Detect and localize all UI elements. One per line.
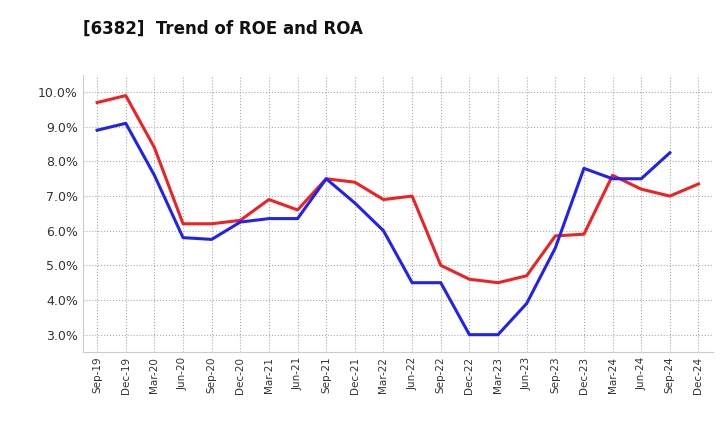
ROE — [436, 263, 445, 268]
ROA — [665, 150, 674, 155]
ROE — [494, 280, 503, 285]
Line: ROA: ROA — [97, 123, 670, 335]
ROE — [665, 194, 674, 199]
ROA — [179, 235, 187, 240]
ROA — [265, 216, 274, 221]
Text: [6382]  Trend of ROE and ROA: [6382] Trend of ROE and ROA — [83, 20, 363, 38]
ROE — [322, 176, 330, 181]
ROE — [293, 207, 302, 213]
ROE — [93, 100, 102, 105]
ROA — [608, 176, 617, 181]
ROA — [494, 332, 503, 337]
ROA — [293, 216, 302, 221]
ROA — [93, 128, 102, 133]
ROA — [150, 172, 158, 178]
ROE — [179, 221, 187, 227]
ROA — [436, 280, 445, 285]
ROA — [207, 237, 216, 242]
ROE — [580, 231, 588, 237]
ROA — [551, 246, 559, 251]
ROA — [236, 220, 245, 225]
ROA — [351, 200, 359, 205]
ROA — [408, 280, 416, 285]
ROE — [637, 187, 646, 192]
ROE — [551, 233, 559, 238]
ROA — [580, 166, 588, 171]
ROA — [322, 176, 330, 181]
ROE — [351, 180, 359, 185]
Line: ROE: ROE — [97, 95, 698, 282]
ROA — [637, 176, 646, 181]
ROA — [379, 228, 388, 233]
ROE — [207, 221, 216, 227]
ROE — [694, 181, 703, 187]
ROE — [522, 273, 531, 279]
ROE — [265, 197, 274, 202]
ROA — [122, 121, 130, 126]
ROE — [608, 172, 617, 178]
ROE — [465, 277, 474, 282]
ROE — [122, 93, 130, 98]
ROA — [522, 301, 531, 306]
ROA — [465, 332, 474, 337]
ROE — [236, 218, 245, 223]
ROE — [408, 194, 416, 199]
ROE — [150, 145, 158, 150]
ROE — [379, 197, 388, 202]
